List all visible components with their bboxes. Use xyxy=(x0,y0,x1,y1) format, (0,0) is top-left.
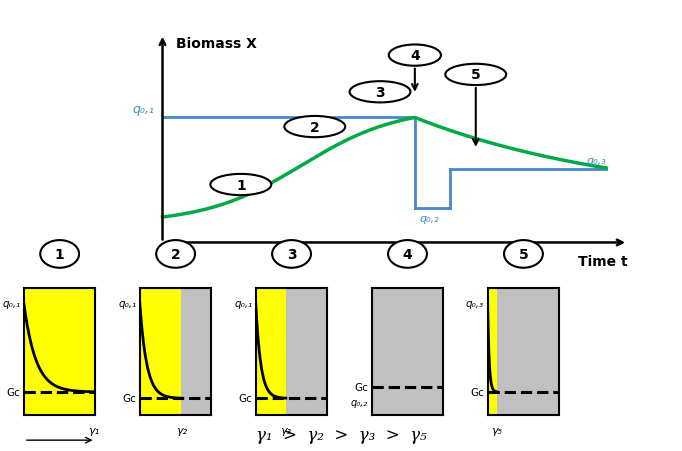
Text: q₀,₃: q₀,₃ xyxy=(587,156,606,166)
Bar xyxy=(488,289,497,415)
Bar xyxy=(140,289,181,415)
Text: Gc: Gc xyxy=(470,387,484,397)
Text: 5: 5 xyxy=(518,248,529,261)
Text: 4: 4 xyxy=(402,248,413,261)
Text: q₀,₁: q₀,₁ xyxy=(2,299,20,309)
Text: q₀,₁: q₀,₁ xyxy=(118,299,136,309)
Ellipse shape xyxy=(350,82,411,103)
Text: q₀,₁: q₀,₁ xyxy=(234,299,252,309)
Text: 3: 3 xyxy=(286,248,297,261)
Text: 2: 2 xyxy=(170,248,181,261)
Text: q₀,₃: q₀,₃ xyxy=(466,299,484,309)
Text: Gc: Gc xyxy=(122,394,136,404)
Text: Time t: Time t xyxy=(578,254,628,268)
Text: γ₃: γ₃ xyxy=(280,425,291,435)
Text: γ₅: γ₅ xyxy=(491,425,503,435)
Ellipse shape xyxy=(272,240,311,268)
Ellipse shape xyxy=(389,46,441,67)
Text: Biomass X: Biomass X xyxy=(175,37,256,51)
Text: 1: 1 xyxy=(236,178,246,192)
Bar xyxy=(256,289,286,415)
Text: γ₁  >  γ₂  >  γ₃  >  γ₅: γ₁ > γ₂ > γ₃ > γ₅ xyxy=(256,426,426,443)
Ellipse shape xyxy=(504,240,543,268)
Ellipse shape xyxy=(388,240,427,268)
Ellipse shape xyxy=(40,240,79,268)
Text: 1: 1 xyxy=(55,248,65,261)
Text: q₀,₂: q₀,₂ xyxy=(419,214,439,224)
Ellipse shape xyxy=(156,240,195,268)
Text: 4: 4 xyxy=(410,49,419,63)
Text: q₀,₁: q₀,₁ xyxy=(132,103,154,116)
Text: Gc: Gc xyxy=(6,387,20,397)
Text: q₀,₂: q₀,₂ xyxy=(351,397,368,407)
Text: 5: 5 xyxy=(471,68,481,82)
Ellipse shape xyxy=(284,117,345,138)
Ellipse shape xyxy=(445,64,506,86)
Text: 2: 2 xyxy=(310,120,320,134)
Text: γ₂: γ₂ xyxy=(176,425,187,435)
Text: γ₁: γ₁ xyxy=(89,425,100,435)
Ellipse shape xyxy=(210,175,271,196)
Text: 3: 3 xyxy=(375,86,385,100)
Text: Gc: Gc xyxy=(238,394,252,404)
Text: Gc: Gc xyxy=(354,382,368,392)
